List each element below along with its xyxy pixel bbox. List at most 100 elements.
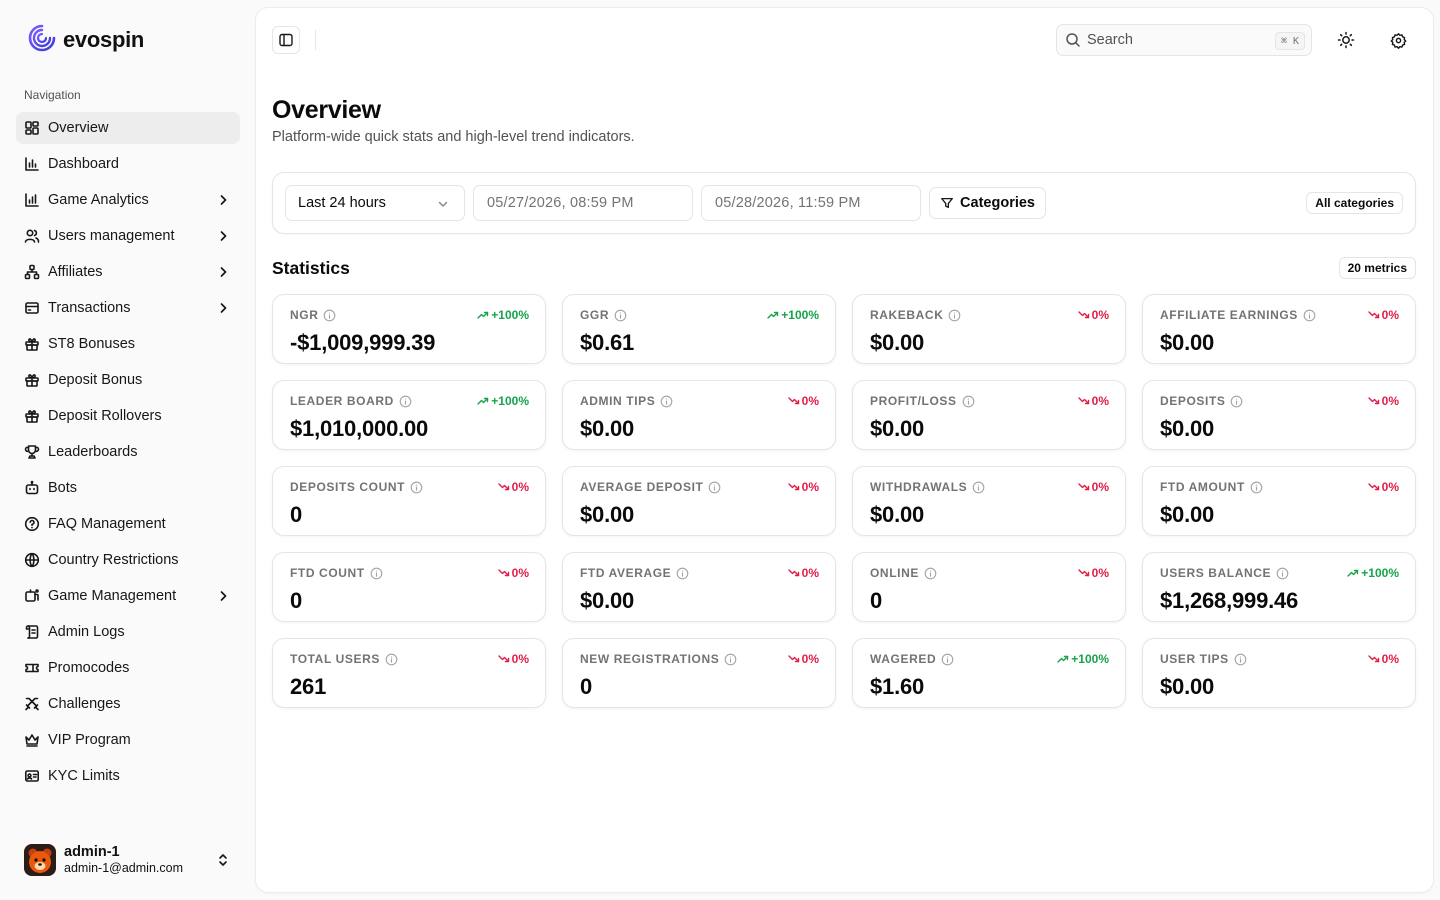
- info-icon[interactable]: [385, 653, 398, 666]
- sidebar-item-game-management[interactable]: Game Management: [16, 580, 240, 612]
- info-icon[interactable]: [370, 567, 383, 580]
- metric-trend-value: +100%: [1361, 566, 1399, 580]
- metric-label: PROFIT/LOSS: [870, 394, 957, 408]
- metric-value: $0.61: [580, 330, 635, 355]
- info-icon[interactable]: [708, 481, 721, 494]
- sidebar-toggle-button[interactable]: [272, 26, 300, 54]
- sidebar-item-affiliates[interactable]: Affiliates: [16, 256, 240, 288]
- metric-label: GGR: [580, 308, 610, 322]
- sidebar-item-game-analytics[interactable]: Game Analytics: [16, 184, 240, 216]
- info-icon[interactable]: [1230, 395, 1243, 408]
- search-input[interactable]: Search ⌘ K: [1056, 24, 1312, 56]
- sidebar-item-label: Country Restrictions: [48, 552, 179, 568]
- metric-trend-value: 0%: [1091, 394, 1109, 408]
- trending-down-icon: [497, 567, 510, 579]
- info-icon[interactable]: [410, 481, 423, 494]
- info-icon[interactable]: [1234, 653, 1247, 666]
- info-icon[interactable]: [962, 395, 975, 408]
- sidebar-item-country-restrictions[interactable]: Country Restrictions: [16, 544, 240, 576]
- metric-trend-value: +100%: [1071, 652, 1109, 666]
- metric-trend: +100%: [477, 394, 529, 408]
- metric-card-ftd-count: FTD COUNT 0% 0: [272, 552, 546, 622]
- info-icon[interactable]: [1303, 309, 1316, 322]
- metric-label: WAGERED: [870, 652, 937, 666]
- metric-card-online: ONLINE 0% 0: [852, 552, 1126, 622]
- metric-value: $1,010,000.00: [290, 416, 429, 441]
- sidebar-item-transactions[interactable]: Transactions: [16, 292, 240, 324]
- sidebar-item-label: Bots: [48, 480, 78, 496]
- info-icon[interactable]: [1250, 481, 1263, 494]
- sidebar-item-promocodes[interactable]: Promocodes: [16, 652, 240, 684]
- info-icon[interactable]: [941, 653, 954, 666]
- info-icon[interactable]: [948, 309, 961, 322]
- info-icon[interactable]: [614, 309, 627, 322]
- info-icon[interactable]: [1276, 567, 1289, 580]
- metric-value: -$1,009,999.39: [290, 330, 436, 355]
- metric-value: 0: [870, 588, 883, 613]
- sidebar: evospin Navigation Overview Dashboard Game…: [0, 0, 256, 900]
- metric-label: WITHDRAWALS: [870, 480, 968, 494]
- metric-trend: +100%: [1347, 566, 1399, 580]
- sidebar-item-admin-logs[interactable]: Admin Logs: [16, 616, 240, 648]
- sidebar-item-label: Leaderboards: [48, 444, 138, 460]
- info-icon[interactable]: [676, 567, 689, 580]
- trending-down-icon: [787, 395, 800, 407]
- sidebar-item-label: Deposit Rollovers: [48, 408, 162, 424]
- info-icon[interactable]: [399, 395, 412, 408]
- sidebar-item-vip-program[interactable]: VIP Program: [16, 724, 240, 756]
- sidebar-item-overview[interactable]: Overview: [16, 112, 240, 144]
- metric-value: $0.00: [1160, 330, 1215, 355]
- metric-trend-value: 0%: [1381, 394, 1399, 408]
- metric-trend: 0%: [1077, 394, 1109, 408]
- sidebar-item-faq-management[interactable]: FAQ Management: [16, 508, 240, 540]
- filter-icon: [941, 197, 953, 209]
- metric-label: AVERAGE DEPOSIT: [580, 480, 704, 494]
- metric-card-new-registrations: NEW REGISTRATIONS 0% 0: [562, 638, 836, 708]
- trending-down-icon: [1367, 653, 1380, 665]
- info-icon[interactable]: [924, 567, 937, 580]
- metric-trend-value: 0%: [801, 652, 819, 666]
- bear-avatar-icon: [24, 844, 56, 876]
- sidebar-item-st8-bonuses[interactable]: ST8 Bonuses: [16, 328, 240, 360]
- sidebar-item-kyc-limits[interactable]: KYC Limits: [16, 760, 240, 792]
- metric-value: $0.00: [870, 416, 925, 441]
- metric-trend: 0%: [497, 480, 529, 494]
- metric-card-affiliate-earnings: AFFILIATE EARNINGS 0% $0.00: [1142, 294, 1416, 364]
- time-range-select[interactable]: Last 24 hours: [285, 185, 465, 221]
- metric-trend-value: 0%: [1091, 566, 1109, 580]
- date-to-input[interactable]: 05/28/2026, 11:59 PM: [701, 185, 921, 221]
- sidebar-item-users-management[interactable]: Users management: [16, 220, 240, 252]
- info-icon[interactable]: [724, 653, 737, 666]
- sidebar-item-deposit-bonus[interactable]: Deposit Bonus: [16, 364, 240, 396]
- sidebar-item-deposit-rollovers[interactable]: Deposit Rollovers: [16, 400, 240, 432]
- sidebar-item-label: Deposit Bonus: [48, 372, 143, 388]
- theme-toggle-button[interactable]: [1330, 24, 1362, 56]
- metric-label-row: WAGERED: [870, 652, 1109, 666]
- metric-card-average-deposit: AVERAGE DEPOSIT 0% $0.00: [562, 466, 836, 536]
- metric-label-row: FTD AVERAGE: [580, 566, 819, 580]
- settings-button[interactable]: [1382, 24, 1414, 56]
- chevron-right-icon: [216, 193, 230, 207]
- metric-label-row: ADMIN TIPS: [580, 394, 819, 408]
- sidebar-item-dashboard[interactable]: Dashboard: [16, 148, 240, 180]
- metric-label-row: NGR: [290, 308, 529, 322]
- sidebar-item-challenges[interactable]: Challenges: [16, 688, 240, 720]
- chevrons-up-down-icon[interactable]: [216, 853, 230, 867]
- sidebar-item-leaderboards[interactable]: Leaderboards: [16, 436, 240, 468]
- bot-icon: [24, 480, 40, 496]
- categories-label: Categories: [960, 195, 1035, 211]
- sidebar-item-bots[interactable]: Bots: [16, 472, 240, 504]
- metric-label: ONLINE: [870, 566, 919, 580]
- info-icon[interactable]: [972, 481, 985, 494]
- info-icon[interactable]: [323, 309, 336, 322]
- brand-logo[interactable]: evospin: [27, 24, 144, 55]
- nav-heading: Navigation: [24, 88, 81, 102]
- metric-label: NGR: [290, 308, 319, 322]
- categories-button[interactable]: Categories: [929, 187, 1046, 219]
- metric-trend-value: 0%: [1381, 652, 1399, 666]
- metric-trend: +100%: [1057, 652, 1109, 666]
- info-icon[interactable]: [660, 395, 673, 408]
- user-menu[interactable]: admin-1 admin-1@admin.com: [16, 836, 240, 884]
- metric-card-ftd-amount: FTD AMOUNT 0% $0.00: [1142, 466, 1416, 536]
- date-from-input[interactable]: 05/27/2026, 08:59 PM: [473, 185, 693, 221]
